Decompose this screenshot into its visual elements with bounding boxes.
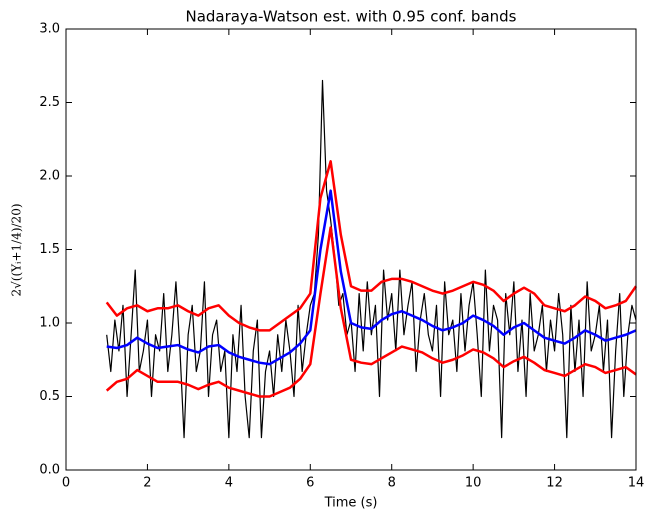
y-tick-label: 2.0	[39, 169, 60, 184]
x-tick-label: 6	[306, 476, 314, 491]
y-tick-label: 2.5	[39, 95, 60, 110]
y-tick-label: 0.0	[39, 463, 60, 478]
chart-title: Nadaraya-Watson est. with 0.95 conf. ban…	[185, 8, 516, 26]
x-tick-label: 10	[465, 476, 482, 491]
x-axis-label: Time (s)	[324, 496, 378, 511]
y-tick-label: 0.5	[39, 389, 60, 404]
series-line	[106, 79, 637, 439]
x-tick-label: 8	[388, 476, 396, 491]
plot-frame	[65, 28, 637, 471]
x-tick-label: 0	[62, 476, 70, 491]
y-tick-label: 1.0	[39, 316, 60, 331]
series-line	[105, 226, 637, 398]
y-tick-label: 3.0	[39, 22, 60, 37]
y-axis-label: 2√((Yᵢ+1/4)/20)	[10, 203, 24, 296]
y-tick-label: 1.5	[39, 242, 60, 257]
x-tick-label: 12	[546, 476, 563, 491]
series-line	[105, 160, 638, 332]
series-line	[106, 189, 637, 366]
x-tick-label: 2	[143, 476, 151, 491]
x-tick-label: 4	[225, 476, 233, 491]
x-tick-label: 14	[628, 476, 645, 491]
